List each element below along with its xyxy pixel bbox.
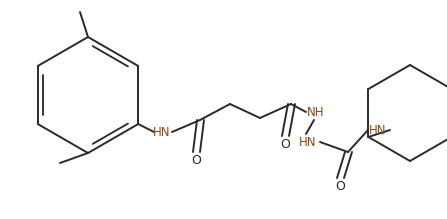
Text: HN: HN — [369, 124, 387, 136]
Text: HN: HN — [299, 136, 317, 148]
Text: O: O — [191, 154, 201, 166]
Text: O: O — [335, 180, 345, 193]
Text: O: O — [280, 138, 290, 150]
Text: HN: HN — [153, 125, 171, 138]
Text: NH: NH — [307, 106, 325, 118]
